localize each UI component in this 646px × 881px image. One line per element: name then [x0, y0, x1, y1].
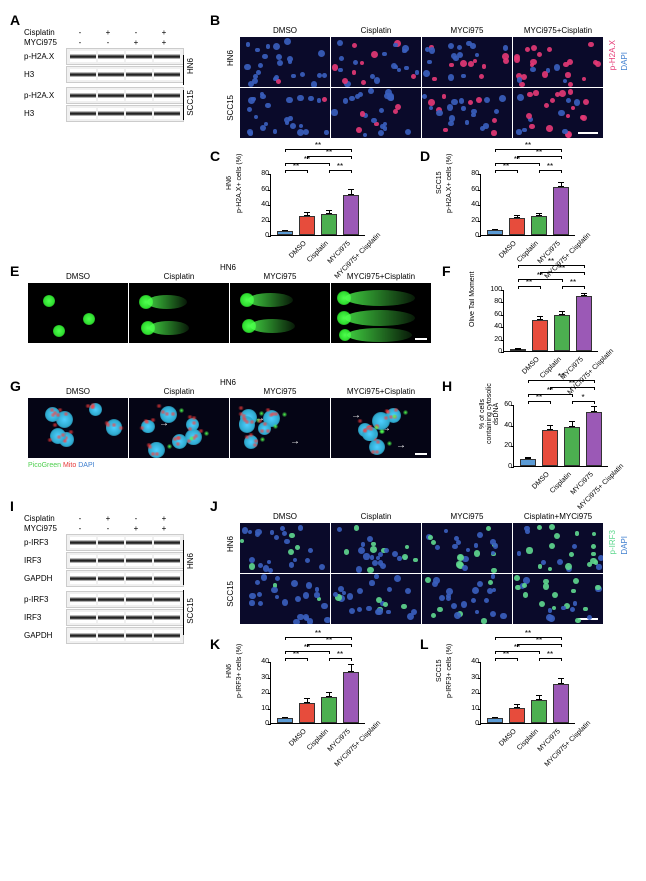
pico-legend: PicoGreen Mito DAPI	[28, 462, 95, 469]
panel-b-if: DMSO Cisplatin MYCi975 MYCi975+Cisplatin	[240, 26, 603, 138]
panel-label-i: I	[10, 498, 14, 514]
if-cell	[240, 37, 330, 87]
panel-label-k: K	[210, 636, 220, 652]
chart-d: 020406080DMSOCisplatinMYCi975MYCi975+ Ci…	[462, 152, 575, 236]
blot-label-h3: H3	[24, 70, 66, 79]
panel-label-d: D	[420, 148, 430, 164]
panel-label-f: F	[442, 263, 451, 279]
label-myci: MYCi975	[24, 38, 66, 47]
chart-c: 020406080DMSOCisplatinMYCi975MYCi975+ Ci…	[252, 152, 365, 236]
panel-label-l: L	[420, 636, 429, 652]
panel-j-if: DMSO Cisplatin MYCi975 Cisplatin+MYCi975	[240, 512, 603, 624]
treatment-row-myci: MYCi975 - - + +	[24, 38, 184, 47]
pirf3-dapi-legend: p-IRF3 DAPI	[608, 530, 629, 556]
panel-label-e: E	[10, 263, 19, 279]
chart-l: 010203040DMSOCisplatinMYCi975MYCi975+ Ci…	[462, 640, 575, 724]
panel-a-blot: Cisplatin - + - + MYCi975 - - + + p-H2A.…	[24, 28, 184, 123]
chart-h: 0204060DMSOCisplatinMYCi975MYCi975+ Cisp…	[495, 383, 608, 467]
scale-bar	[578, 132, 598, 134]
ph2ax-dapi-legend: p-H2A.X DAPI	[608, 40, 629, 72]
scc15-label-a: SCC15	[186, 90, 195, 116]
panel-label-g: G	[10, 378, 21, 394]
blot-label-ph2ax: p-H2A.X	[24, 52, 66, 61]
panel-label-c: C	[210, 148, 220, 164]
treatment-row-cisplatin: Cisplatin - + - +	[24, 28, 184, 37]
panel-label-h: H	[442, 378, 452, 394]
panel-i-blot: Cisplatin -+-+ MYCi975 --++ p-IRF3 IRF3 …	[24, 514, 184, 645]
label-cisplatin: Cisplatin	[24, 28, 66, 37]
panel-label-b: B	[210, 12, 220, 28]
panel-e-comet: HN6 DMSO Cisplatin MYCi975 MYCi975+Cispl…	[28, 263, 428, 343]
panel-g-pico: HN6 DMSO Cisplatin MYCi975 MYCi975+Cispl…	[28, 378, 428, 458]
panel-label-a: A	[10, 12, 20, 28]
hn6-label-a: HN6	[186, 58, 195, 74]
chart-f: 020406080100DMSOCisplatinMYCi975MYCi975+…	[485, 268, 598, 352]
panel-label-j: J	[210, 498, 218, 514]
chart-k: 010203040DMSOCisplatinMYCi975MYCi975+ Ci…	[252, 640, 365, 724]
